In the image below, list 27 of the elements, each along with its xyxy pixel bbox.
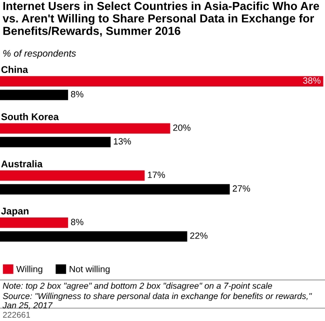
data-label: 22% — [190, 232, 208, 239]
text: Note: top 2 box "agree" and bottom 2 box "disagree" on a 7-point scale — [2, 282, 272, 291]
legend-label: Willing — [16, 266, 42, 274]
text: 222661 — [3, 312, 30, 318]
bar — [0, 218, 68, 228]
bar — [0, 136, 111, 148]
data-label: 17% — [148, 172, 165, 178]
bar — [0, 90, 68, 100]
bar — [0, 76, 324, 86]
bar — [0, 184, 230, 194]
bar — [0, 170, 145, 181]
legend-label: Not willing — [70, 266, 110, 274]
y-tick-label: South Korea — [1, 113, 59, 120]
y-tick-label: Japan — [1, 208, 28, 216]
bar — [0, 231, 188, 242]
y-tick-label: Australia — [1, 160, 43, 168]
chart-subtitle: % of respondents — [3, 50, 76, 59]
chart-title: Internet Users in Select Countries in Asia-Pacific Who Are vs. Aren't Willing to Share Personal Data in Exchange for Benefits/Rewards, Summer 2016 — [2, 2, 320, 37]
data-label: 13% — [114, 138, 131, 145]
y-tick-label: China — [1, 66, 28, 74]
data-label: 38% — [303, 77, 320, 84]
data-label: 27% — [232, 185, 250, 192]
data-label: 8% — [71, 218, 84, 226]
source-note: Source: "Willingness to share personal data in exchange for benefits or rewards," Jan 25, 2017 — [2, 292, 312, 310]
data-label: 8% — [71, 90, 84, 98]
bar — [0, 123, 170, 134]
data-label: 20% — [173, 124, 190, 131]
